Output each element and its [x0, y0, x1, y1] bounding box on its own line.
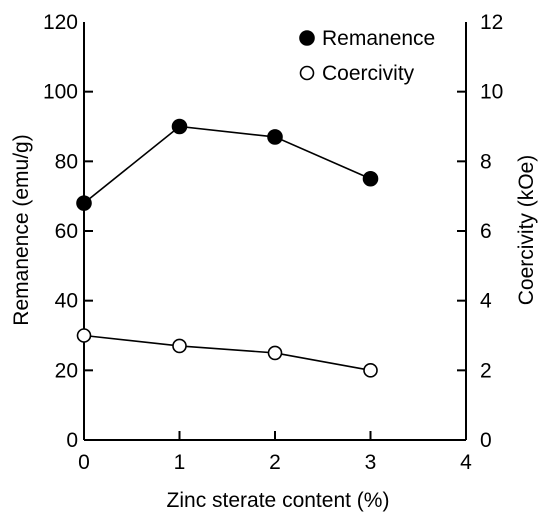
remanence-point: [362, 170, 379, 187]
right-y-tick-label: 10: [480, 81, 503, 104]
remanence-line: [83, 125, 371, 204]
remanence-point: [76, 195, 92, 211]
x-tick-label: 2: [269, 451, 281, 474]
left-y-tick-label: 100: [43, 81, 78, 104]
x-tick-label: 0: [78, 451, 90, 474]
left-y-tick-label: 0: [66, 429, 78, 452]
right-y-axis-title: Coercivity (kOe): [515, 155, 538, 306]
left-y-axis-title: Remanence (emu/g): [10, 134, 33, 325]
x-tick-label: 4: [460, 451, 472, 474]
left-y-tick-label: 60: [55, 220, 78, 243]
coercivity-line: [83, 334, 371, 372]
right-y-tick-label: 4: [480, 290, 492, 313]
remanence-point: [171, 118, 188, 135]
x-tick-label: 1: [174, 451, 186, 474]
legend-label-remanence: Remanence: [322, 27, 435, 50]
legend: Remanence Coercivity: [299, 27, 435, 85]
data-series: [76, 118, 379, 378]
legend-marker-coercivity: [299, 65, 315, 81]
coercivity-point: [172, 338, 187, 354]
left-y-tick-label: 120: [43, 11, 78, 34]
legend-label-coercivity: Coercivity: [322, 62, 415, 85]
coercivity-point: [267, 345, 283, 361]
coercivity-point: [76, 328, 92, 343]
left-y-tick-label: 80: [55, 150, 78, 173]
right-y-tick-label: 2: [480, 359, 492, 382]
coercivity-point: [363, 363, 378, 378]
right-y-tick-label: 0: [480, 429, 492, 452]
x-axis-title: Zinc sterate content (%): [167, 489, 390, 512]
left-y-tick-label: 40: [55, 290, 78, 313]
right-y-tick-label: 6: [480, 220, 492, 243]
right-y-tick-label: 12: [480, 11, 503, 34]
legend-marker-remanence: [299, 30, 315, 46]
left-y-tick-label: 20: [55, 359, 78, 382]
right-y-tick-label: 8: [480, 150, 492, 173]
x-tick-label: 3: [365, 451, 377, 474]
remanence-point: [267, 129, 283, 145]
